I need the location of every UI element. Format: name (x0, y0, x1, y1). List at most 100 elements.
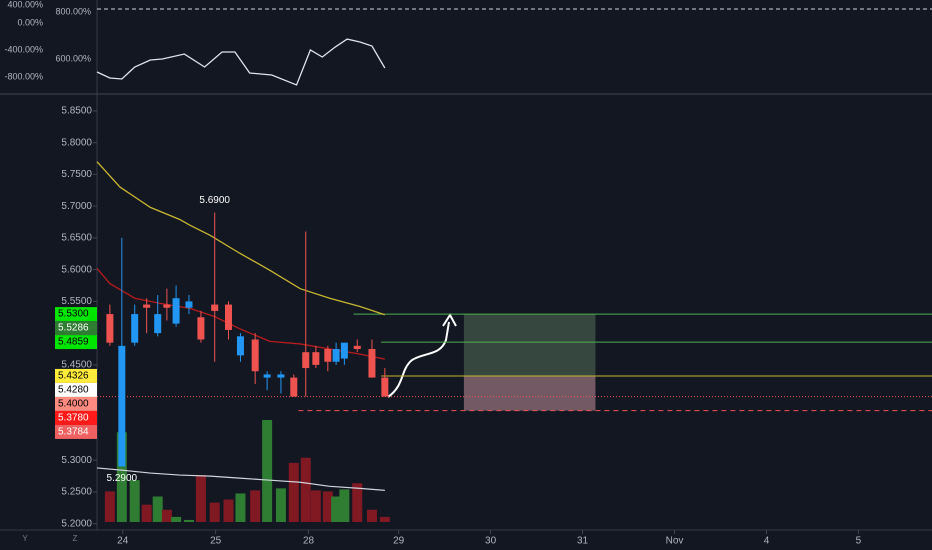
volume-bar (366, 509, 377, 522)
price-label: 5.4326 (58, 371, 89, 382)
volume-bar (262, 420, 273, 522)
volume-bar (352, 483, 363, 522)
position-stop (463, 375, 596, 411)
volume-bar (116, 432, 127, 522)
volume-bar (331, 496, 342, 522)
price-label-box (55, 382, 97, 397)
volume-bar (171, 516, 182, 522)
candle-body (185, 301, 193, 308)
volume-bar (250, 490, 261, 522)
price-label-box (55, 368, 97, 383)
candle-body (172, 298, 180, 324)
volume-ma (96, 467, 385, 491)
candle-body (143, 304, 151, 308)
volume-bar (195, 475, 206, 522)
indicator-tick-label: -400.00% (4, 44, 43, 54)
candle-body (131, 314, 139, 343)
candle-body (251, 339, 259, 372)
volume-bar (379, 516, 390, 522)
price-label: 5.4859 (58, 337, 89, 348)
x-tick-label: 5 (856, 536, 862, 547)
x-tick-label: Nov (666, 536, 684, 547)
candle-body (163, 304, 171, 308)
volume-bar (310, 490, 321, 522)
x-tick-label: 28 (303, 536, 315, 547)
price-label-box (55, 410, 97, 425)
candle-body (197, 317, 205, 340)
price-label-box (55, 321, 97, 336)
price-label: 5.5300 (58, 309, 89, 320)
price-label-box (55, 424, 97, 439)
price-label: 5.5286 (58, 323, 89, 334)
x-tick-label: 25 (210, 536, 222, 547)
y-tick-label: 5.2000 (61, 518, 92, 529)
volume-bar (275, 488, 286, 522)
candle-body (324, 349, 332, 362)
x-tick-label: 4 (764, 536, 770, 547)
x-tick-label: 29 (393, 536, 405, 547)
price-label-box (55, 335, 97, 350)
position-target (463, 314, 596, 376)
candle-body (368, 349, 376, 378)
candle-body (340, 342, 348, 359)
volume-bar (300, 457, 311, 522)
candle-body (225, 304, 233, 330)
price-label: 5.3780 (58, 413, 89, 424)
y-tick-label: 5.2500 (61, 487, 92, 498)
indicator-tick-label: 400.00% (7, 0, 43, 9)
x-tick-label: 30 (485, 536, 497, 547)
volume-bar (339, 489, 350, 522)
volume-bar (152, 496, 163, 522)
volume-bar (235, 493, 246, 522)
y-tick-label: 5.4500 (61, 360, 92, 371)
volume-bar (183, 519, 194, 522)
footer-icon: Z (73, 534, 78, 543)
candle-body (381, 377, 389, 397)
x-tick-label: 31 (577, 536, 589, 547)
volume-bar (209, 502, 220, 522)
volume-bar (141, 504, 152, 522)
candle-body (154, 314, 162, 334)
candle-body (106, 314, 114, 343)
indicator-line (96, 38, 386, 86)
footer-icon: Y (22, 534, 28, 543)
volume-bar (161, 509, 172, 522)
y-tick-label: 5.7000 (61, 201, 92, 212)
indicator-tick-label: 800.00% (55, 6, 91, 16)
price-label: 5.3784 (58, 427, 89, 438)
candle-body (277, 374, 285, 378)
y-tick-label: 5.6500 (61, 233, 92, 244)
price-label: 5.4000 (58, 399, 89, 410)
volume-bar (104, 491, 115, 522)
volume-bar (223, 499, 234, 522)
y-tick-label: 5.5500 (61, 296, 92, 307)
volume-bar (129, 480, 140, 522)
x-tick-label: 24 (117, 536, 129, 547)
price-annotation: 5.2900 (107, 473, 138, 484)
y-tick-label: 5.7500 (61, 169, 92, 180)
candle-body (312, 352, 320, 365)
candle-body (302, 352, 310, 369)
price-label: 5.4280 (58, 385, 89, 396)
indicator-tick-label: -800.00% (4, 71, 43, 81)
y-tick-label: 5.3000 (61, 455, 92, 466)
price-annotation: 5.6900 (199, 195, 230, 206)
price-label-box (55, 307, 97, 322)
indicator-tick-label: 600.00% (55, 53, 91, 63)
volume-bar (288, 462, 299, 522)
candle-body (118, 345, 126, 467)
candle-body (211, 304, 219, 311)
y-tick-label: 5.8000 (61, 137, 92, 148)
price-label-box (55, 396, 97, 411)
arrow (387, 321, 450, 398)
indicator-tick-label: 0.00% (17, 17, 43, 27)
arrow-head (442, 313, 457, 327)
candle-body (290, 377, 298, 397)
candle-body (353, 345, 361, 350)
volume-bar (322, 491, 333, 522)
y-tick-label: 5.8500 (61, 106, 92, 117)
candle-body (263, 374, 271, 378)
candle-body (332, 349, 340, 362)
